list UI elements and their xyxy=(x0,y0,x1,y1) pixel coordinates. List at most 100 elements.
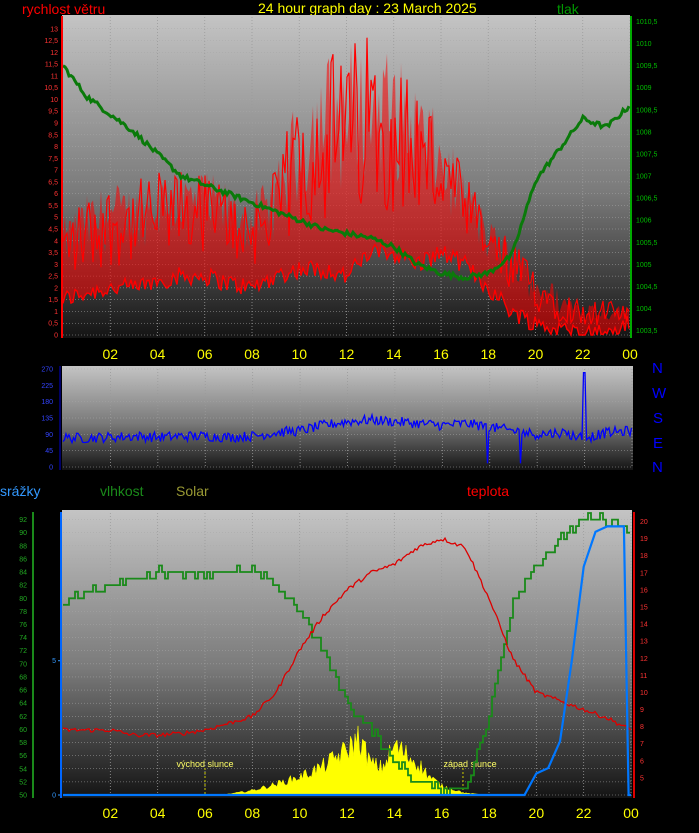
precip-label: srážky xyxy=(0,483,40,499)
precip-tick-label: 0 xyxy=(52,793,56,800)
humidity-tick-label: 50 xyxy=(19,793,27,800)
wind-tick-label: 7 xyxy=(54,168,58,175)
direction-tick-label: 180 xyxy=(41,399,53,406)
wind-tick-label: 6 xyxy=(54,191,58,198)
wind-tick-label: 13 xyxy=(50,26,58,33)
panel1-x-tick: 12 xyxy=(339,346,355,362)
panel3-x-tick: 08 xyxy=(245,805,261,821)
pressure-tick-label: 1006,5 xyxy=(636,196,658,203)
temperature-tick-label: 14 xyxy=(640,622,648,629)
humidity-tick-label: 58 xyxy=(19,740,27,747)
wind-avg-line xyxy=(62,242,630,338)
wind-tick-label: 9,5 xyxy=(48,109,58,116)
pressure-tick-label: 1005 xyxy=(636,262,652,269)
humidity-tick-label: 68 xyxy=(19,674,27,681)
compass-s: S xyxy=(653,410,663,427)
wind-tick-label: 5 xyxy=(54,215,58,222)
panel1-x-tick: 16 xyxy=(433,346,449,362)
pressure-axis-ticks: 1003,5 1004 1004,5 1005 1005,5 1006 1006,5 1007… xyxy=(636,19,658,335)
pressure-tick-label: 1004,5 xyxy=(636,284,658,291)
humidity-axis-ticks: 50 52 54 56 58 60 62 64 66 68 70 72 74 76 78 80 82 84 86 88… xyxy=(19,517,27,799)
temperature-tick-label: 8 xyxy=(640,724,644,731)
wind-tick-label: 6,5 xyxy=(48,179,58,186)
wind-tick-label: 1 xyxy=(54,309,58,316)
humidity-tick-label: 88 xyxy=(19,543,27,550)
wind-tick-label: 4,5 xyxy=(48,227,58,234)
panel1-x-tick: 22 xyxy=(575,346,591,362)
temperature-tick-label: 20 xyxy=(640,519,648,526)
pressure-tick-label: 1009,5 xyxy=(636,63,658,70)
pressure-tick-label: 1009 xyxy=(636,85,652,92)
pressure-tick-label: 1007 xyxy=(636,174,652,181)
wind-tick-label: 8 xyxy=(54,144,58,151)
panel3-x-ticks: 02 04 06 08 10 12 14 16 18 20 22 00 xyxy=(103,805,639,821)
humidity-tick-label: 82 xyxy=(19,583,27,590)
panel3-x-tick: 06 xyxy=(197,805,213,821)
humidity-tick-label: 84 xyxy=(19,570,27,577)
wind-axis-ticks: 00,511,522,533,544,555,566,577,588,599,5… xyxy=(44,26,58,339)
wind-gust-line xyxy=(62,37,630,326)
direction-tick-label: 135 xyxy=(41,416,53,423)
panel3-x-tick: 02 xyxy=(103,805,119,821)
temperature-tick-label: 19 xyxy=(640,536,648,543)
temperature-tick-label: 18 xyxy=(640,553,648,560)
wind-pressure-panel: 00,511,522,533,544,555,566,577,588,599,5… xyxy=(44,15,658,362)
direction-tick-label: 270 xyxy=(41,367,53,374)
pressure-tick-label: 1006 xyxy=(636,218,652,225)
pressure-tick-label: 1003,5 xyxy=(636,328,658,335)
wind-tick-label: 3,5 xyxy=(48,250,58,257)
humidity-temp-panel: východ slunce západ slunce 5052545658606… xyxy=(19,510,648,821)
panel1-x-tick: 20 xyxy=(528,346,544,362)
wind-speed-label: rychlost větru xyxy=(22,1,105,17)
temperature-tick-label: 6 xyxy=(640,758,644,765)
compass-w: W xyxy=(652,385,667,402)
panel1-x-tick: 00 xyxy=(622,346,638,362)
temperature-tick-label: 11 xyxy=(640,673,647,680)
wind-tick-label: 8,5 xyxy=(48,132,58,139)
precip-tick-label: 5 xyxy=(52,658,56,665)
temperature-line xyxy=(62,536,632,739)
panel1-x-tick: 18 xyxy=(480,346,496,362)
humidity-line xyxy=(63,512,630,796)
panel3-x-tick: 14 xyxy=(387,805,403,821)
panel1-x-tick: 08 xyxy=(244,346,260,362)
panel1-x-ticks: 02 04 06 08 10 12 14 16 18 20 22 00 xyxy=(102,346,638,362)
temperature-tick-label: 7 xyxy=(640,741,644,748)
wind-tick-label: 0 xyxy=(54,333,58,340)
panel3-x-tick: 12 xyxy=(339,805,355,821)
direction-tick-label: 90 xyxy=(45,432,53,439)
panel3-x-tick: 16 xyxy=(434,805,450,821)
humidity-tick-label: 56 xyxy=(19,753,27,760)
wind-tick-label: 11,5 xyxy=(45,62,58,69)
humidity-tick-label: 78 xyxy=(19,609,27,616)
wind-tick-label: 4 xyxy=(54,238,58,245)
panel3-x-tick: 22 xyxy=(576,805,592,821)
wind-tick-label: 7,5 xyxy=(48,156,58,163)
wind-tick-label: 3 xyxy=(54,262,58,269)
panel3-x-tick: 04 xyxy=(150,805,166,821)
chart-title: 24 hour graph day : 23 March 2025 xyxy=(258,0,477,16)
compass-n-bottom: N xyxy=(652,459,663,476)
pressure-tick-label: 1007,5 xyxy=(636,151,658,158)
wind-tick-label: 0,5 xyxy=(48,321,58,328)
wind-tick-label: 5,5 xyxy=(48,203,58,210)
panel2-grid xyxy=(63,368,633,468)
panel1-x-tick: 14 xyxy=(386,346,402,362)
humidity-tick-label: 74 xyxy=(19,635,27,642)
precip-line xyxy=(63,525,631,797)
wind-tick-label: 9 xyxy=(54,121,58,128)
panel1-x-tick: 04 xyxy=(150,346,166,362)
pressure-label: tlak xyxy=(557,1,580,17)
humidity-tick-label: 92 xyxy=(19,517,27,524)
wind-tick-label: 10,5 xyxy=(44,85,58,92)
temperature-tick-label: 15 xyxy=(640,605,648,612)
pressure-tick-label: 1005,5 xyxy=(636,240,658,247)
temperature-tick-label: 9 xyxy=(640,707,644,714)
wind-tick-label: 12,5 xyxy=(44,38,58,45)
pressure-tick-label: 1010 xyxy=(636,41,652,48)
wind-tick-label: 2,5 xyxy=(48,274,58,281)
panel3-x-tick: 00 xyxy=(623,805,639,821)
temperature-tick-label: 13 xyxy=(640,639,648,646)
temperature-tick-label: 16 xyxy=(640,587,648,594)
temperature-label: teplota xyxy=(467,483,509,499)
